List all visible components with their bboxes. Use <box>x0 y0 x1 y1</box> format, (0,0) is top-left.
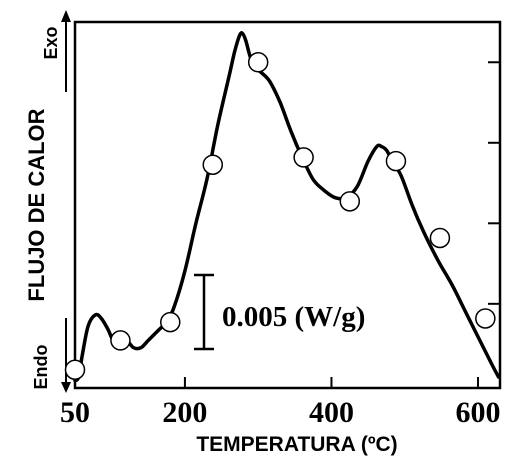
data-marker <box>247 52 269 73</box>
plot-frame <box>73 20 502 390</box>
data-marker <box>339 191 361 212</box>
exo-arrow <box>61 10 71 92</box>
data-marker <box>475 308 496 329</box>
x-tick-labels: 50 200 400 600 <box>60 396 501 429</box>
x-tick-label-200: 200 <box>162 396 207 429</box>
data-markers <box>64 52 496 380</box>
x-axis-label: TEMPERATURA (ºC) <box>196 433 397 456</box>
y-axis-label: FLUJO DE CALOR <box>24 108 49 301</box>
x-tick-label-400: 400 <box>309 396 354 429</box>
data-marker <box>293 147 314 168</box>
data-marker <box>202 154 224 175</box>
x-tick-label-50: 50 <box>60 396 90 429</box>
endo-arrow <box>61 318 71 393</box>
data-marker <box>429 227 451 249</box>
data-marker <box>385 150 407 172</box>
y-ticks <box>488 61 500 305</box>
x-ticks <box>183 377 480 388</box>
data-marker <box>160 311 181 333</box>
scale-bar-label: 0.005 (W/g) <box>222 301 365 333</box>
endo-label: Endo <box>31 345 51 390</box>
data-marker <box>64 359 86 380</box>
scale-bar <box>194 273 214 351</box>
x-tick-label-600: 600 <box>456 396 501 429</box>
exo-label: Exo <box>41 26 61 59</box>
data-marker <box>110 330 131 351</box>
